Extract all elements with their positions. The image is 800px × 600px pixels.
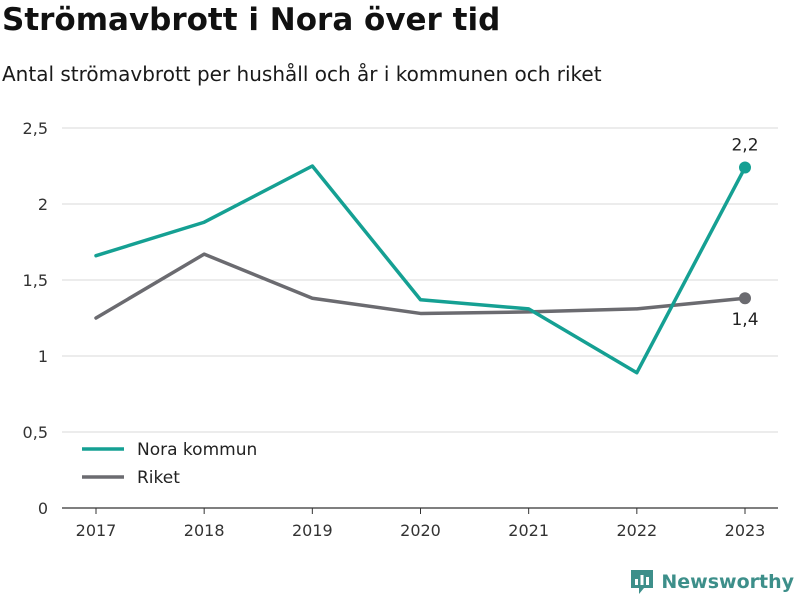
x-tick-label: 2020	[400, 521, 441, 540]
x-tick-label: 2018	[184, 521, 225, 540]
x-tick-label: 2023	[725, 521, 766, 540]
end-value-label: 2,2	[731, 136, 758, 156]
x-tick-label: 2017	[76, 521, 117, 540]
legend-label: Nora kommun	[137, 440, 257, 460]
end-value-label: 1,4	[731, 310, 758, 330]
x-tick-label: 2019	[292, 521, 333, 540]
newsworthy-logo-icon	[631, 570, 654, 594]
legend-label: Riket	[137, 468, 180, 488]
y-tick-label: 2,5	[23, 119, 48, 138]
series-line-riket	[94, 252, 747, 320]
chart-subtitle: Antal strömavbrott per hushåll och år i …	[2, 62, 602, 86]
series-line-nora-kommun	[94, 164, 747, 375]
y-tick-label: 1	[38, 347, 48, 366]
y-tick-label: 0,5	[23, 423, 48, 442]
chart-title: Strömavbrott i Nora över tid	[2, 2, 501, 38]
brand-logo: Newsworthy	[629, 568, 794, 596]
y-tick-label: 1,5	[23, 271, 48, 290]
legend: Nora kommun Riket	[82, 440, 257, 488]
brand-name: Newsworthy	[661, 571, 794, 593]
x-tick-label: 2021	[508, 521, 549, 540]
axes: 0 0,5 1 1,5 2 2,5 2017 2018 2019 2020 2021 2022 2023	[23, 119, 766, 540]
x-tick-label: 2022	[616, 521, 657, 540]
end-point-marker	[739, 292, 751, 305]
series-lines: 2,2 1,4	[94, 136, 759, 375]
end-point-marker	[739, 161, 751, 174]
y-tick-label: 2	[38, 195, 48, 214]
y-tick-label: 0	[38, 499, 48, 518]
